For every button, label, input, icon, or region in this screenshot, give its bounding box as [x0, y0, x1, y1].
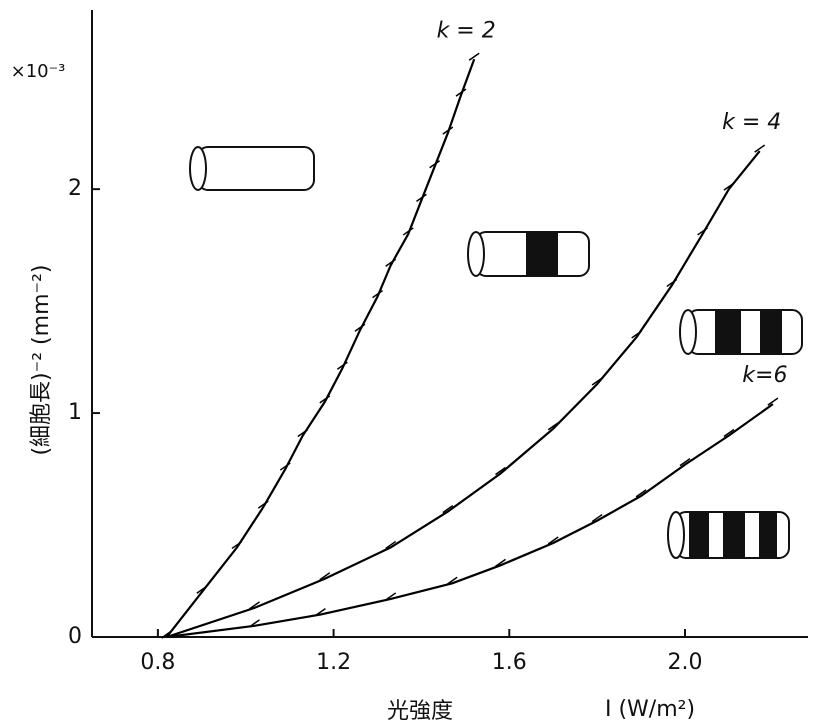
series-label: k=6	[742, 363, 787, 388]
data-point	[591, 513, 603, 523]
data-point	[679, 457, 691, 467]
data-point	[468, 52, 480, 61]
data-point	[635, 489, 647, 498]
x-tick-label: 1.6	[492, 650, 527, 675]
data-point	[402, 227, 414, 236]
series-line	[165, 58, 476, 638]
data-point	[385, 540, 397, 550]
data-point	[442, 504, 454, 514]
data-point	[336, 361, 348, 370]
series-line	[166, 403, 774, 639]
data-point	[697, 227, 709, 236]
data-point	[249, 619, 260, 628]
data-point	[547, 536, 559, 545]
data-point	[196, 585, 208, 594]
y-tick-label: 1	[68, 400, 82, 425]
data-point	[547, 422, 559, 431]
y-axis-label: (細胞長)⁻² (mm⁻²)	[29, 264, 54, 455]
data-point	[429, 160, 441, 169]
x-tick-label: 2.0	[668, 650, 703, 675]
data-point	[372, 290, 383, 299]
data-point	[416, 193, 427, 202]
data-point	[279, 462, 291, 471]
y-multiplier: ×10⁻³	[11, 61, 66, 82]
data-point	[767, 397, 779, 406]
data-point	[161, 630, 173, 639]
series-line	[166, 150, 761, 639]
cylinders	[189, 146, 803, 559]
data-point	[354, 323, 366, 332]
cylinder-two-bands	[679, 309, 803, 355]
data-point	[249, 601, 260, 610]
cylinder-plain	[189, 146, 315, 191]
data-point	[591, 377, 603, 386]
data-point	[446, 576, 458, 585]
cylinder-one-band	[467, 231, 590, 277]
data-point	[666, 278, 678, 288]
cylinder-three-bands	[667, 511, 790, 559]
data-point	[257, 500, 269, 509]
data-point	[314, 607, 326, 617]
data-point	[495, 558, 506, 567]
data-point	[723, 182, 735, 191]
data-point	[723, 428, 735, 438]
series-label: k = 4	[722, 110, 781, 135]
x-tick-label: 1.2	[316, 650, 351, 675]
y-tick-label: 0	[68, 624, 82, 649]
data-point	[455, 88, 467, 97]
data-point	[385, 592, 397, 601]
data-point	[319, 572, 331, 581]
data-point	[319, 395, 331, 404]
series-label: k = 2	[437, 18, 496, 43]
data-point	[297, 428, 309, 438]
data-point	[754, 144, 766, 153]
y-tick-label: 2	[68, 176, 82, 201]
x-axis-label: 光強度	[387, 699, 453, 724]
data-point	[231, 540, 243, 550]
x-tick-label: 0.8	[140, 650, 175, 675]
data-point	[442, 126, 454, 135]
data-point	[385, 258, 397, 267]
x-axis-symbol: I (W/m²)	[605, 697, 695, 722]
data-point	[631, 330, 643, 339]
data-point	[495, 466, 506, 476]
